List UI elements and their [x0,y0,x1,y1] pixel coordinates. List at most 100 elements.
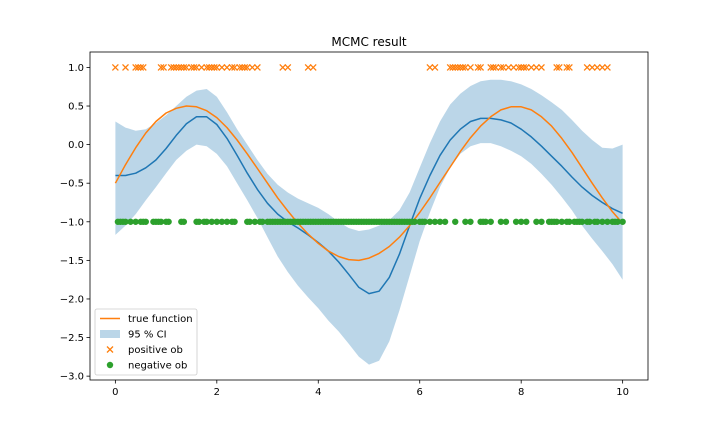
positive-ob-point [157,63,165,71]
positive-ob-point [510,63,518,71]
positive-ob-point [477,63,485,71]
x-tick-label: 6 [417,387,423,398]
positive-ob-point [565,63,573,71]
legend-dot-icon [106,361,114,369]
y-tick-label: −1.5 [60,256,84,267]
legend-entry-negative-ob: negative ob [106,361,187,372]
line-layer [114,105,624,295]
negative-ob-point [436,218,444,225]
legend: true function 95 % CI positive ob negative … [94,308,198,376]
positive-ob-point [139,63,147,71]
positive-ob-point [205,63,213,71]
legend-box [94,308,198,376]
negative-ob-point [482,218,489,225]
negative-ob-point [566,218,573,225]
y-tick-label: 0.0 [68,140,84,151]
positive-ob-point [134,63,142,71]
negative-ob-point [142,218,149,225]
negative-ob-point [132,218,139,225]
plot-frame [89,51,649,381]
y-tick-label: −1.0 [60,217,84,228]
negative-ob-point [218,218,226,225]
negative-ob-point [523,218,530,225]
negative-ob-point [426,218,434,225]
positive-ob-point [132,63,140,71]
negative-ob-point [208,218,215,225]
negative-ob-point [180,218,188,225]
negative-ob-point [246,218,253,225]
negative-ob-point [165,218,172,225]
negative-ob-point [594,218,601,225]
positive-ob-point [180,63,188,71]
y-tick-label: −3.0 [60,372,84,383]
legend-label: negative ob [128,361,187,372]
positive-ob-point [122,63,129,71]
positive-ob-point [499,63,507,71]
negative-ob-point [467,218,474,225]
positive-ob-point [190,63,198,71]
positive-ob-point [492,63,500,71]
positive-ob-point [210,63,218,71]
positive-ob-point [309,63,317,71]
positive-ob-point [593,63,601,71]
negative-ob-point [462,218,469,225]
negative-ob-point [604,218,611,225]
negative-ob-point [619,218,626,225]
y-tick-label: 0.5 [68,102,84,113]
positive-ob-point [431,63,439,71]
legend-label: true function [128,314,193,325]
positive-ob-point [456,63,464,71]
positive-ob-point [160,63,168,71]
negative-ob-point [538,218,545,225]
negative-ob-point [441,218,449,225]
positive-ob-point [598,63,606,71]
negative-ob-point [487,218,494,225]
positive-ob-point [208,63,216,71]
positive-ob-point [198,63,206,71]
negative-ob-point [421,218,428,225]
negative-ob-point [578,218,586,225]
positive-ob-point [203,63,211,71]
negative-ob-point [533,218,540,225]
positive-ob-point [182,63,190,71]
positive-ob-point [505,63,512,71]
positive-ob-point [231,63,239,71]
chart-title: MCMC result [331,35,407,49]
positive-ob-point [175,63,183,71]
y-tick-label: −2.0 [60,294,84,305]
negative-ob-point [259,218,266,225]
positive-ob-point [489,63,497,71]
positive-ob-point [241,63,249,71]
negative-ob-point [127,218,134,225]
positive-ob-point [515,63,523,71]
positive-ob-point [137,63,145,71]
legend-entry-95-ci: 95 % CI [100,330,167,341]
legend-label: positive ob [128,345,183,356]
positive-ob-point [461,63,469,71]
positive-ob-point [111,63,119,71]
positive-ob-point [248,63,256,71]
legend-patch-icon [100,330,120,338]
positive-ob-point [522,63,530,71]
positive-ob-point [555,63,563,71]
positive-ob-point [279,63,287,71]
x-tick-label: 8 [518,387,524,398]
positive-ob-point [497,63,505,71]
positive-ob-point [446,63,454,71]
positive-ob-point [177,63,185,71]
positive-ob-point [603,63,611,71]
positive-ob-point [538,63,545,71]
x-axis: 0 2 4 6 8 10 [112,380,629,398]
positive-ob-point [243,63,251,71]
positive-ob-point [527,63,535,71]
scatter-layer [111,63,626,225]
positive-ob-point [304,63,312,71]
ci-band-layer [115,79,623,365]
positive-ob-point [218,63,226,71]
negative-ob-point [223,218,231,225]
negative-ob-point [497,218,505,225]
positive-ob-point [553,63,561,71]
negative-ob-point [586,218,593,225]
y-axis: 1.0 0.5 0.0 −0.5 −1.0 −1.5 −2.0 −2.5 −3.0 [60,63,90,383]
